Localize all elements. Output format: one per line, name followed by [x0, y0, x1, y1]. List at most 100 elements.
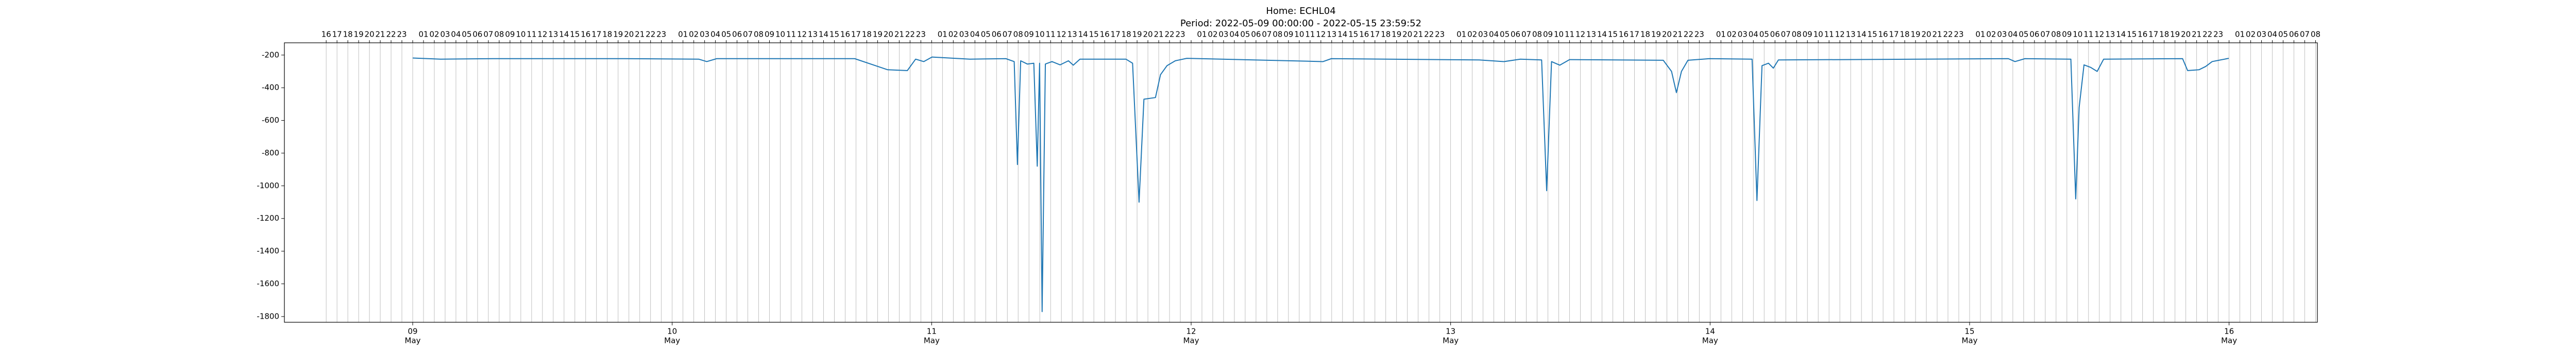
x2-tick-label: 09: [2062, 30, 2072, 39]
x2-tick-label: 16: [321, 30, 331, 39]
x2-tick-label: 23: [656, 30, 666, 39]
x2-tick-label: 11: [1046, 30, 1056, 39]
x2-tick-label: 11: [1305, 30, 1315, 39]
x2-tick-label: 17: [1111, 30, 1121, 39]
x2-tick-label: 19: [1910, 30, 1920, 39]
chart-title: Home: ECHL04: [1266, 6, 1335, 16]
x2-tick-label: 19: [1132, 30, 1142, 39]
x2-tick-label: 07: [743, 30, 753, 39]
x2-tick-label: 19: [1392, 30, 1401, 39]
x2-tick-label: 09: [1283, 30, 1293, 39]
x2-tick-label: 04: [2008, 30, 2018, 39]
x2-tick-label: 07: [1781, 30, 1791, 39]
x2-tick-label: 07: [1262, 30, 1272, 39]
x2-tick-label: 05: [1500, 30, 1510, 39]
y-tick-label: -400: [262, 83, 279, 92]
x2-tick-label: 23: [397, 30, 406, 39]
x2-tick-label: 13: [2105, 30, 2115, 39]
x2-tick-label: 16: [581, 30, 590, 39]
x2-tick-label: 21: [1413, 30, 1423, 39]
x2-tick-label: 17: [851, 30, 861, 39]
x2-tick-label: 10: [1294, 30, 1304, 39]
x2-tick-label: 10: [2073, 30, 2082, 39]
x2-tick-label: 02: [1727, 30, 1737, 39]
x2-tick-label: 01: [938, 30, 947, 39]
x2-tick-label: 12: [537, 30, 547, 39]
x2-tick-label: 08: [1013, 30, 1023, 39]
x2-tick-label: 09: [1024, 30, 1034, 39]
x2-tick-label: 09: [1803, 30, 1812, 39]
x2-tick-label: 03: [440, 30, 450, 39]
x2-tick-label: 05: [1759, 30, 1769, 39]
y-tick-label: -600: [262, 116, 279, 125]
x2-tick-label: 04: [1749, 30, 1758, 39]
x2-tick-label: 13: [1586, 30, 1596, 39]
x2-tick-label: 01: [1197, 30, 1207, 39]
x-tick-label: May: [924, 336, 940, 345]
x2-tick-label: 05: [1240, 30, 1250, 39]
x2-tick-label: 18: [1122, 30, 1131, 39]
y-tick-label: -1200: [257, 213, 279, 223]
y-tick-label: -1000: [257, 181, 279, 190]
x2-tick-label: 20: [884, 30, 893, 39]
x2-tick-label: 02: [1467, 30, 1477, 39]
x2-tick-label: 18: [602, 30, 612, 39]
x2-tick-label: 05: [462, 30, 471, 39]
x2-tick-label: 10: [516, 30, 526, 39]
x2-tick-label: 23: [1435, 30, 1445, 39]
x2-tick-label: 02: [948, 30, 958, 39]
x2-tick-label: 07: [2040, 30, 2050, 39]
x2-tick-label: 17: [1889, 30, 1899, 39]
x2-tick-label: 10: [775, 30, 785, 39]
x-tick-label: May: [664, 336, 680, 345]
x2-tick-label: 06: [472, 30, 482, 39]
x2-tick-label: 21: [1154, 30, 1163, 39]
x2-tick-label: 07: [483, 30, 493, 39]
x2-tick-label: 20: [1143, 30, 1153, 39]
x2-tick-label: 05: [2019, 30, 2028, 39]
x2-tick-label: 23: [2213, 30, 2223, 39]
x2-tick-label: 01: [678, 30, 688, 39]
x2-tick-label: 01: [1975, 30, 1985, 39]
x2-tick-label: 18: [2159, 30, 2169, 39]
x2-tick-label: 14: [1078, 30, 1088, 39]
x2-tick-label: 01: [2235, 30, 2245, 39]
x2-tick-label: 13: [1067, 30, 1077, 39]
x2-tick-label: 16: [1359, 30, 1369, 39]
x2-tick-label: 03: [1738, 30, 1748, 39]
x2-tick-label: 09: [505, 30, 515, 39]
x2-tick-label: 05: [721, 30, 731, 39]
x2-tick-label: 15: [1868, 30, 1877, 39]
x2-tick-label: 21: [376, 30, 385, 39]
x2-tick-label: 08: [754, 30, 764, 39]
x2-tick-label: 22: [1943, 30, 1953, 39]
x2-tick-label: 03: [1218, 30, 1228, 39]
x-tick-label: 10: [667, 327, 677, 336]
x-tick-label: 13: [1446, 327, 1455, 336]
x-tick-label: May: [2221, 336, 2237, 345]
x2-tick-label: 08: [1532, 30, 1542, 39]
x2-tick-label: 08: [1792, 30, 1802, 39]
x2-tick-label: 10: [1035, 30, 1045, 39]
x2-tick-label: 20: [2181, 30, 2191, 39]
x2-tick-label: 21: [1673, 30, 1683, 39]
x2-tick-label: 09: [1543, 30, 1553, 39]
x2-tick-label: 12: [2094, 30, 2104, 39]
x2-tick-label: 20: [1402, 30, 1412, 39]
x2-tick-label: 02: [689, 30, 699, 39]
x2-tick-label: 13: [1327, 30, 1336, 39]
x-tick-label: May: [405, 336, 421, 345]
x2-tick-label: 13: [548, 30, 558, 39]
x2-tick-label: 06: [1770, 30, 1780, 39]
x2-tick-label: 23: [1694, 30, 1704, 39]
x2-tick-label: 13: [808, 30, 818, 39]
x2-tick-label: 16: [1100, 30, 1110, 39]
x2-tick-label: 22: [1424, 30, 1434, 39]
x2-tick-label: 18: [1381, 30, 1391, 39]
x2-tick-label: 03: [2257, 30, 2266, 39]
x2-tick-label: 14: [559, 30, 569, 39]
x2-tick-label: 06: [732, 30, 742, 39]
x2-tick-label: 11: [2083, 30, 2093, 39]
x2-tick-label: 19: [2170, 30, 2180, 39]
x2-tick-label: 05: [2278, 30, 2288, 39]
